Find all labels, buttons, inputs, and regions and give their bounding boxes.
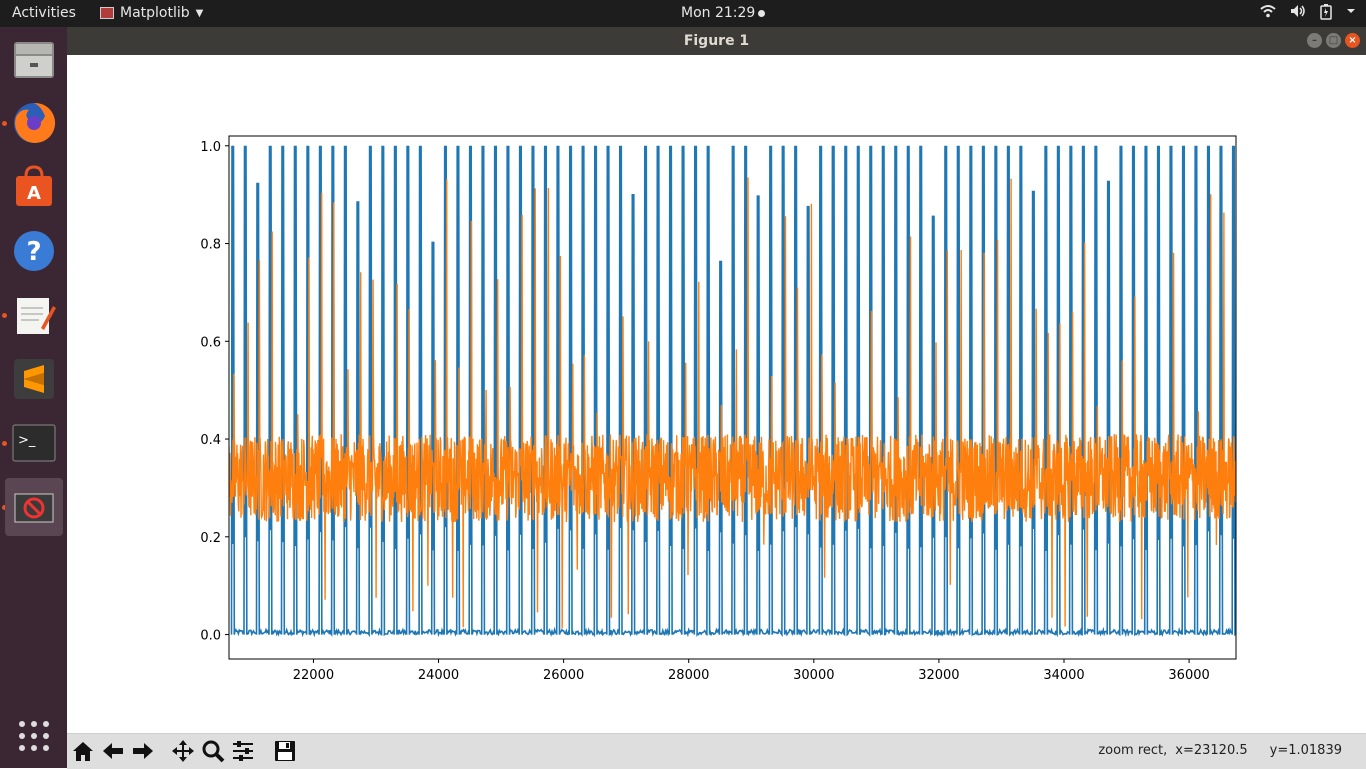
- terminal-icon: >_: [12, 424, 56, 462]
- x-tick-label: 26000: [543, 668, 584, 683]
- zoom-button[interactable]: [200, 738, 226, 764]
- y-tick-label: 0.2: [200, 531, 221, 546]
- dock-item-firefox[interactable]: [5, 94, 63, 152]
- running-indicator: [2, 121, 7, 126]
- pan-button[interactable]: [170, 738, 196, 764]
- series-1-line: [230, 145, 1236, 638]
- battery-icon: [1320, 4, 1332, 20]
- arrow-left-icon: [103, 743, 123, 759]
- dock: A ? >_: [0, 27, 67, 768]
- x-tick-label: 22000: [293, 668, 334, 683]
- running-indicator: [2, 505, 7, 510]
- x-tick-label: 32000: [918, 668, 959, 683]
- sliders-icon: [233, 741, 253, 761]
- dock-item-software[interactable]: A: [5, 158, 63, 216]
- top-bar: Activities Matplotlib ▼ Mon 21:29: [0, 0, 1366, 27]
- help-icon: ?: [14, 231, 54, 271]
- dock-item-terminal[interactable]: >_: [5, 414, 63, 472]
- figure-canvas[interactable]: 22000 24000 26000 28000 30000 32000 34000 36000…: [67, 55, 1366, 733]
- running-indicator: [2, 313, 7, 318]
- maximize-button[interactable]: □: [1326, 33, 1341, 48]
- series-2-line: [229, 177, 1236, 629]
- file-manager-icon: [14, 42, 54, 78]
- move-icon: [172, 740, 194, 762]
- dock-item-sublime[interactable]: [5, 350, 63, 408]
- status-mode: zoom rect,: [1098, 743, 1168, 758]
- home-icon: [73, 742, 93, 761]
- clock-label: Mon 21:29: [681, 5, 756, 21]
- chevron-down-icon: ▼: [195, 7, 204, 19]
- firefox-icon: [14, 102, 56, 143]
- back-button[interactable]: [100, 738, 126, 764]
- svg-text:>_: >_: [18, 433, 36, 448]
- running-indicator: [2, 441, 7, 446]
- home-button[interactable]: [70, 738, 96, 764]
- y-tick-label: 0.8: [200, 238, 221, 253]
- y-tick-label: 0.0: [200, 629, 221, 644]
- navigation-toolbar: zoom rect, x=23120.5 y=1.01839: [67, 733, 1366, 769]
- notification-dot: [758, 9, 766, 17]
- x-tick-label: 34000: [1043, 668, 1084, 683]
- magnifier-icon: [202, 740, 225, 763]
- status-y: y=1.01839: [1269, 743, 1342, 758]
- sublime-text-icon: [14, 359, 54, 399]
- close-button[interactable]: ×: [1345, 33, 1360, 48]
- app-menu-label: Matplotlib: [120, 5, 190, 21]
- arrow-right-icon: [133, 743, 153, 759]
- dock-item-help[interactable]: ?: [5, 222, 63, 280]
- window-title: Figure 1: [683, 33, 750, 49]
- floppy-disk-icon: [275, 741, 295, 761]
- software-center-icon: A: [16, 165, 52, 206]
- x-tick-label: 28000: [668, 668, 709, 683]
- dock-item-files[interactable]: [5, 30, 63, 88]
- axes-frame: [228, 135, 1237, 660]
- minimize-button[interactable]: –: [1307, 33, 1322, 48]
- activities-button[interactable]: Activities: [12, 5, 76, 21]
- clock[interactable]: Mon 21:29: [681, 5, 766, 21]
- matplotlib-figure-icon: [14, 493, 54, 523]
- window-title-bar[interactable]: Figure 1 – □ ×: [67, 27, 1366, 55]
- show-applications-icon: [19, 721, 49, 751]
- status-message: zoom rect, x=23120.5 y=1.01839: [1098, 743, 1342, 758]
- text-editor-icon: [17, 298, 56, 334]
- y-tick-label: 0.4: [200, 433, 221, 448]
- save-button[interactable]: [272, 738, 298, 764]
- svg-text:A: A: [27, 183, 41, 204]
- app-menu-icon: [100, 7, 114, 19]
- configure-subplots-button[interactable]: [230, 738, 256, 764]
- svg-text:?: ?: [26, 237, 41, 267]
- x-tick-label: 30000: [793, 668, 834, 683]
- volume-icon: [1291, 5, 1305, 17]
- status-x: x=23120.5: [1175, 743, 1248, 758]
- x-tick-label: 24000: [418, 668, 459, 683]
- wifi-icon: [1260, 5, 1276, 18]
- y-tick-label: 1.0: [200, 140, 221, 155]
- x-tick-label: 36000: [1168, 668, 1209, 683]
- system-tray[interactable]: [1260, 4, 1356, 20]
- y-tick-label: 0.6: [200, 335, 221, 350]
- line-chart[interactable]: 22000 24000 26000 28000 30000 32000 34000 36000…: [67, 55, 1366, 733]
- dock-item-show-apps[interactable]: [5, 707, 63, 765]
- forward-button[interactable]: [130, 738, 156, 764]
- app-menu[interactable]: Matplotlib ▼: [100, 5, 203, 21]
- dock-item-text-editor[interactable]: [5, 286, 63, 344]
- chevron-down-icon: [1347, 9, 1355, 13]
- dock-item-matplotlib[interactable]: [5, 478, 63, 536]
- window-controls: – □ ×: [1307, 33, 1360, 48]
